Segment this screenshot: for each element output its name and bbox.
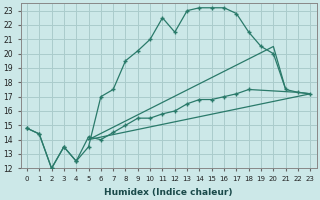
- X-axis label: Humidex (Indice chaleur): Humidex (Indice chaleur): [104, 188, 233, 197]
